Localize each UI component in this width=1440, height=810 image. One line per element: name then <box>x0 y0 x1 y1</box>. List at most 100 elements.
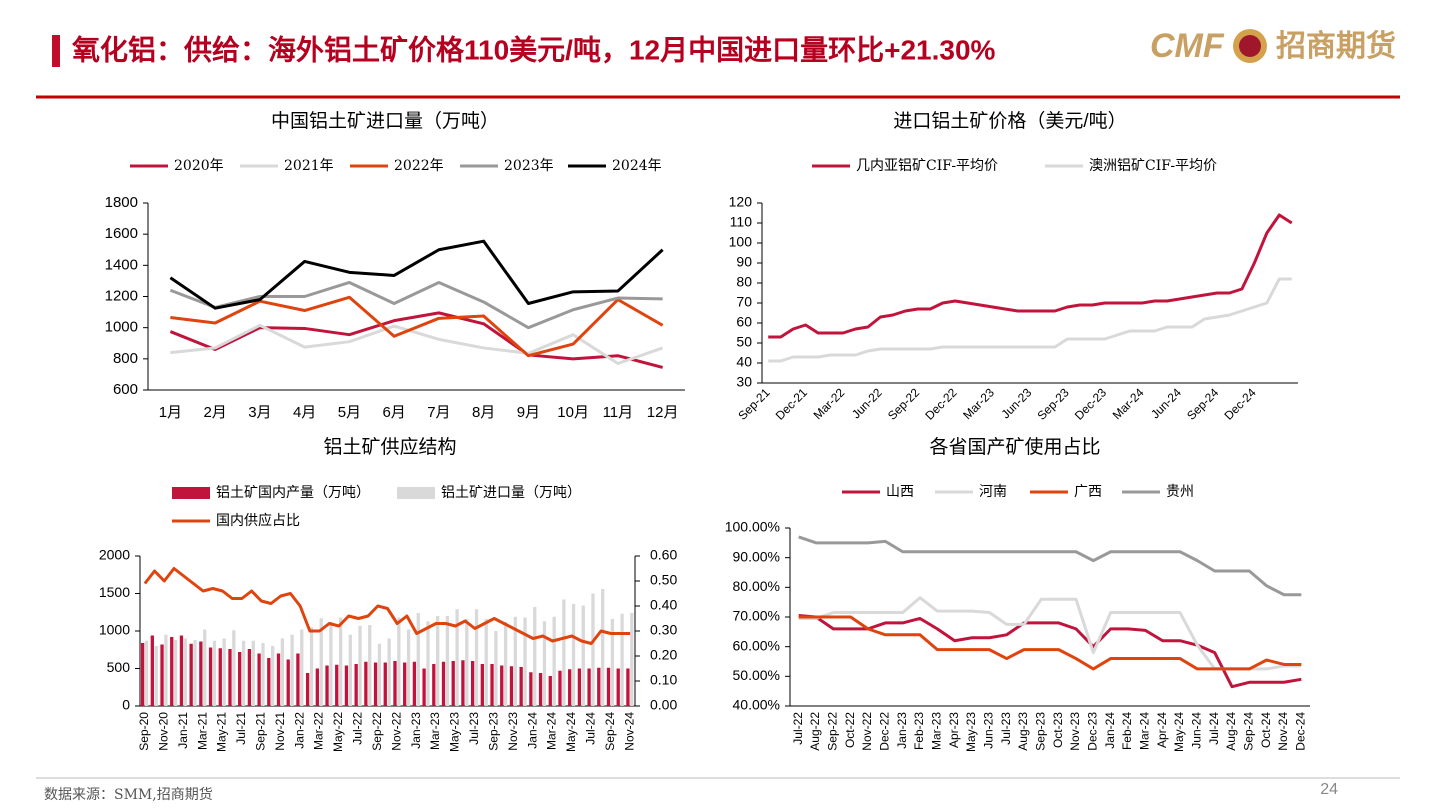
y-tick-label: 1000 <box>99 622 130 638</box>
bar <box>533 607 537 706</box>
bar <box>358 625 362 706</box>
x-tick-label: Mar-22 <box>312 712 326 750</box>
y-tick-label: 120 <box>729 194 753 210</box>
x-tick-label: May-23 <box>964 712 978 752</box>
y-tick-label: 0 <box>122 697 130 713</box>
x-tick-label: Mar-24 <box>1138 712 1152 750</box>
bar <box>203 629 207 706</box>
x-tick-label: 8月 <box>472 404 495 421</box>
x-tick-label: Jan-24 <box>525 712 539 749</box>
logo-cmf: CMF <box>1150 27 1225 65</box>
x-tick-label: Nov-22 <box>860 712 874 751</box>
bar <box>426 621 430 706</box>
series-line <box>169 239 664 310</box>
y-tick-label: 90.00% <box>733 548 780 564</box>
y2-tick-label: 0.30 <box>650 622 677 638</box>
x-tick-label: Sep-23 <box>486 712 500 751</box>
bar <box>309 627 314 706</box>
bar <box>319 618 323 706</box>
x-tick-label: 5月 <box>338 404 361 421</box>
title-marker <box>52 35 60 67</box>
logo-icon-inner <box>1239 35 1261 57</box>
bar <box>305 673 310 706</box>
x-tick-label: Jun-23 <box>982 712 996 749</box>
bar <box>480 664 484 706</box>
bar <box>490 664 494 706</box>
chart-title: 进口铝土矿价格（美元/吨） <box>893 110 1126 132</box>
x-tick-label: 9月 <box>517 404 540 421</box>
bar <box>335 664 339 706</box>
bar <box>267 658 271 706</box>
x-tick-label: Jun-23 <box>999 385 1035 421</box>
x-tick-label: May-22 <box>331 712 345 752</box>
legend-label: 铝土矿进口量（万吨） <box>441 485 581 501</box>
x-tick-label: 6月 <box>382 404 405 421</box>
x-tick-label: Dec-22 <box>878 712 892 751</box>
x-tick-label: Jan-21 <box>176 712 190 749</box>
bar <box>509 666 514 706</box>
bar <box>500 665 504 706</box>
x-tick-label: Mar-23 <box>930 712 944 750</box>
x-tick-label: Sep-20 <box>137 712 151 751</box>
x-tick-label: Apr-23 <box>947 712 961 748</box>
x-tick-label: Mar-24 <box>545 712 559 750</box>
x-tick-label: Sep-21 <box>735 385 772 422</box>
x-tick-label: Oct-24 <box>1259 712 1273 748</box>
bar <box>144 640 149 706</box>
bar <box>315 668 319 706</box>
x-tick-label: Mar-23 <box>960 385 997 422</box>
bar <box>300 629 304 706</box>
chart-title: 铝土矿供应结构 <box>323 436 456 458</box>
bar <box>616 668 620 706</box>
x-tick-label: Nov-20 <box>156 712 170 751</box>
bar <box>538 673 543 706</box>
legend-label: 2024年 <box>612 158 662 174</box>
y-tick-label: 1500 <box>99 584 130 600</box>
y-tick-label: 60 <box>736 314 752 330</box>
bar <box>383 662 387 706</box>
bar <box>441 661 446 706</box>
series-line <box>798 596 1302 671</box>
x-tick-label: Jul-21 <box>234 712 248 745</box>
x-tick-label: Sep-24 <box>1242 712 1256 751</box>
bar <box>416 613 420 706</box>
bar <box>562 599 566 706</box>
series-line <box>798 535 1302 597</box>
x-tick-label: Jan-23 <box>895 712 909 749</box>
bar <box>470 661 475 706</box>
x-tick-label: Nov-24 <box>622 712 636 751</box>
bar <box>290 634 294 706</box>
series-line <box>170 295 664 358</box>
y2-tick-label: 0.50 <box>650 572 677 588</box>
bar <box>610 619 615 706</box>
bar <box>432 664 436 706</box>
x-tick-label: Jan-23 <box>409 712 423 749</box>
x-tick-label: Mar-24 <box>1110 385 1147 422</box>
x-tick-label: Dec-23 <box>1086 712 1100 751</box>
bar <box>620 613 624 706</box>
x-tick-label: Nov-23 <box>506 712 520 751</box>
y-tick-label: 40 <box>736 354 752 370</box>
x-tick-label: Jul-22 <box>351 712 365 745</box>
bar <box>338 617 343 706</box>
x-tick-label: 4月 <box>293 404 316 421</box>
bar <box>173 640 178 706</box>
bar <box>630 613 634 706</box>
bar <box>529 672 533 706</box>
x-tick-label: Mar-22 <box>811 385 848 422</box>
y-tick-label: 1400 <box>105 256 138 273</box>
bar <box>183 638 187 706</box>
x-tick-label: Nov-23 <box>1068 712 1082 751</box>
x-tick-label: Nov-22 <box>389 712 403 751</box>
bar <box>406 629 411 706</box>
x-tick-label: Jun-24 <box>1190 712 1204 749</box>
x-tick-label: 2月 <box>203 404 226 421</box>
bar <box>597 667 601 706</box>
x-tick-label: Jan-22 <box>292 712 306 749</box>
x-tick-label: Dec-22 <box>922 385 959 422</box>
x-tick-label: Jul-24 <box>583 712 597 745</box>
x-tick-label: 3月 <box>248 404 271 421</box>
bar <box>140 643 145 706</box>
